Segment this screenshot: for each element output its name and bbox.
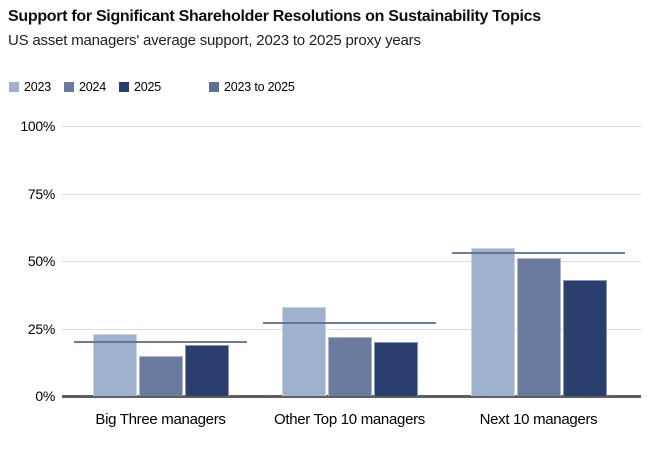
bar-2023-group3: [470, 247, 515, 396]
average-line-group3: [452, 251, 625, 254]
legend-label: 2024: [79, 80, 107, 94]
series-swatch-icon: [119, 82, 130, 92]
y-tick-label-50: 50%: [27, 253, 55, 269]
chart-legend: 2023 2024 2025 2023 to 2025: [9, 80, 308, 94]
legend-item-2023: 2023: [9, 80, 51, 94]
average-line-group2: [263, 322, 436, 325]
average-line-group1: [74, 341, 247, 343]
bar-2025-group2: [373, 342, 418, 396]
chart-subtitle: US asset managers' average support, 2023…: [8, 32, 421, 49]
x-axis-label-group3: Next 10 managers: [479, 411, 598, 428]
bar-2025-group3: [562, 279, 607, 396]
legend-label: 2023: [24, 80, 52, 94]
bar-2023-group2: [281, 306, 326, 396]
y-tick-label-25: 25%: [27, 320, 55, 337]
gridline-100: [62, 126, 641, 127]
legend-label: 2025: [134, 80, 162, 94]
y-tick-label-0: 0%: [35, 388, 55, 404]
bar-2024-group1: [138, 355, 183, 396]
chart-title: Support for Significant Shareholder Reso…: [8, 8, 541, 25]
x-axis-label-group1: Big Three managers: [95, 411, 226, 428]
legend-item-2023-to-2025: 2023 to 2025: [209, 80, 295, 94]
y-tick-label-75: 75%: [27, 185, 55, 202]
gridline-25: [62, 328, 641, 330]
bar-2025-group1: [184, 344, 229, 396]
bar-2024-group2: [327, 336, 372, 396]
legend-item-2024: 2024: [64, 80, 106, 94]
bar-2024-group3: [516, 258, 561, 396]
legend-item-2025: 2025: [119, 80, 161, 94]
gridline-50: [62, 261, 641, 262]
average-line-swatch-icon: [209, 82, 220, 92]
y-tick-label-100: 100%: [20, 118, 55, 134]
bar-2023-group1: [92, 333, 137, 396]
series-swatch-icon: [64, 82, 75, 92]
x-axis-baseline: [62, 395, 641, 398]
legend-label: 2023 to 2025: [224, 80, 295, 94]
series-swatch-icon: [9, 82, 19, 92]
gridline-75: [62, 193, 641, 195]
x-axis-label-group2: Other Top 10 managers: [273, 411, 426, 428]
